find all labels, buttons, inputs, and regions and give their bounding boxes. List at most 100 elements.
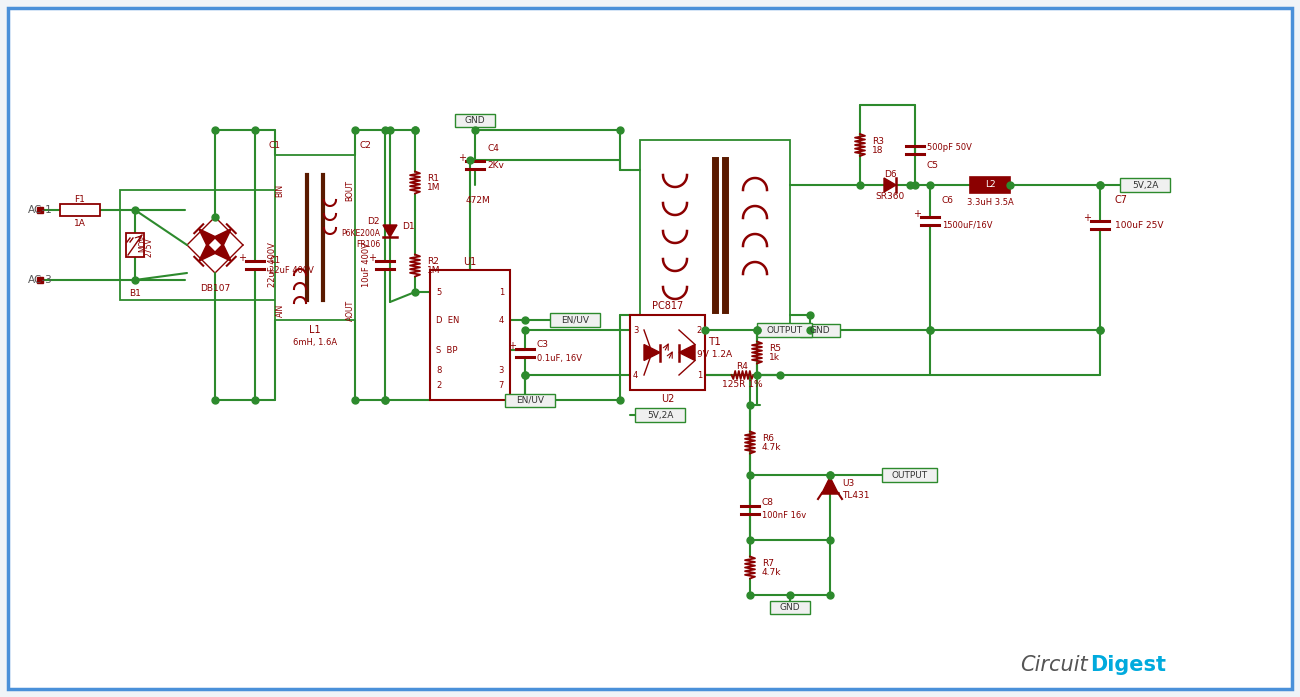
- Text: DB107: DB107: [200, 284, 230, 293]
- Text: BOUT: BOUT: [346, 180, 355, 201]
- Text: C5: C5: [927, 160, 939, 169]
- Text: 6mH, 1.6A: 6mH, 1.6A: [292, 337, 337, 346]
- Text: GND: GND: [810, 325, 831, 335]
- Text: 275V: 275V: [144, 237, 153, 257]
- Bar: [276, 155, 355, 320]
- Bar: [883, 468, 937, 482]
- Text: B1: B1: [129, 289, 140, 298]
- Bar: [455, 114, 495, 126]
- Text: 3: 3: [499, 365, 504, 374]
- Text: 472M: 472M: [465, 195, 490, 204]
- Text: 5V,2A: 5V,2A: [1132, 181, 1158, 190]
- Bar: [758, 323, 812, 337]
- Text: SR360: SR360: [875, 192, 905, 201]
- Polygon shape: [884, 178, 896, 192]
- Text: 9V 1.2A: 9V 1.2A: [697, 349, 733, 358]
- Text: AC-1: AC-1: [29, 205, 53, 215]
- Text: 4: 4: [499, 316, 504, 325]
- Bar: [1121, 178, 1170, 192]
- Text: C3: C3: [537, 340, 549, 349]
- Text: F1: F1: [74, 194, 86, 204]
- Polygon shape: [822, 477, 838, 493]
- Text: U2: U2: [660, 394, 675, 404]
- Text: P6KE200A: P6KE200A: [341, 229, 380, 238]
- Text: OUTPUT: OUTPUT: [892, 470, 928, 480]
- Text: D6: D6: [884, 169, 896, 178]
- Bar: [60, 204, 100, 216]
- Text: S  BP: S BP: [436, 346, 458, 355]
- Text: C2: C2: [359, 141, 370, 149]
- Text: R4: R4: [737, 362, 749, 371]
- Bar: [634, 408, 685, 422]
- Text: 3.3uH 3.5A: 3.3uH 3.5A: [967, 197, 1014, 206]
- Text: 8: 8: [436, 365, 442, 374]
- Text: C7: C7: [1115, 195, 1128, 205]
- Text: 1500uF/16V: 1500uF/16V: [942, 220, 992, 229]
- Text: R6: R6: [762, 434, 774, 443]
- Text: D1: D1: [402, 222, 415, 231]
- Bar: [770, 601, 810, 613]
- Text: D2: D2: [368, 217, 380, 226]
- Text: 1M: 1M: [426, 266, 441, 275]
- Text: PC817: PC817: [651, 301, 682, 311]
- Text: MOV: MOV: [138, 234, 147, 252]
- Polygon shape: [679, 344, 696, 360]
- Bar: [504, 394, 555, 406]
- Text: BIN: BIN: [276, 183, 285, 197]
- Text: +: +: [238, 253, 246, 263]
- Text: R1: R1: [426, 174, 439, 183]
- Text: +: +: [458, 153, 465, 163]
- Text: C6: C6: [942, 195, 954, 204]
- Text: L1: L1: [309, 325, 321, 335]
- Text: 2: 2: [697, 325, 702, 335]
- Text: R5: R5: [770, 344, 781, 353]
- Text: AIN: AIN: [276, 303, 285, 316]
- Text: 4: 4: [633, 371, 638, 379]
- Text: OUTPUT: OUTPUT: [767, 325, 803, 335]
- Bar: [970, 177, 1010, 193]
- Text: 2Kv: 2Kv: [488, 160, 504, 169]
- Text: R2: R2: [426, 257, 439, 266]
- Text: GND: GND: [780, 602, 801, 611]
- Text: 125R 1%: 125R 1%: [723, 379, 763, 388]
- Text: 1: 1: [697, 371, 702, 379]
- Text: U3: U3: [842, 479, 854, 487]
- Text: +: +: [913, 209, 920, 219]
- Bar: [550, 313, 601, 327]
- Text: 22uF 400V: 22uF 400V: [268, 243, 277, 287]
- Text: FR106: FR106: [356, 240, 380, 249]
- Text: 2: 2: [436, 381, 441, 390]
- Text: 4.7k: 4.7k: [762, 568, 781, 577]
- Text: EN/UV: EN/UV: [562, 316, 589, 325]
- Text: 100uF 25V: 100uF 25V: [1115, 220, 1164, 229]
- Text: 1k: 1k: [770, 353, 780, 362]
- Polygon shape: [644, 344, 660, 360]
- Text: 1: 1: [499, 287, 504, 296]
- Polygon shape: [384, 225, 396, 237]
- Bar: [430, 270, 510, 400]
- Bar: [630, 315, 705, 390]
- Text: 4.7k: 4.7k: [762, 443, 781, 452]
- Text: +: +: [508, 341, 516, 351]
- Text: AOUT: AOUT: [346, 300, 355, 321]
- Polygon shape: [214, 244, 231, 261]
- Text: 0.1uF, 16V: 0.1uF, 16V: [537, 354, 582, 363]
- Bar: [120, 190, 320, 300]
- Text: Digest: Digest: [1089, 655, 1166, 675]
- Text: C8: C8: [762, 498, 774, 507]
- Text: 1M: 1M: [426, 183, 441, 192]
- Text: 10uF 400V: 10uF 400V: [361, 243, 370, 287]
- Text: C4: C4: [488, 144, 499, 153]
- Text: 22uF 400V: 22uF 400V: [269, 266, 313, 275]
- Text: D  EN: D EN: [436, 316, 459, 325]
- Text: +: +: [1083, 213, 1091, 223]
- Text: 18: 18: [872, 146, 884, 155]
- Text: C1: C1: [269, 256, 280, 264]
- Text: L2: L2: [984, 180, 996, 188]
- Text: C1: C1: [268, 141, 280, 149]
- Text: Circuit: Circuit: [1020, 655, 1088, 675]
- Text: T1: T1: [708, 337, 722, 347]
- Text: TL431: TL431: [842, 491, 870, 500]
- Text: 500pF 50V: 500pF 50V: [927, 142, 972, 151]
- Text: R3: R3: [872, 137, 884, 146]
